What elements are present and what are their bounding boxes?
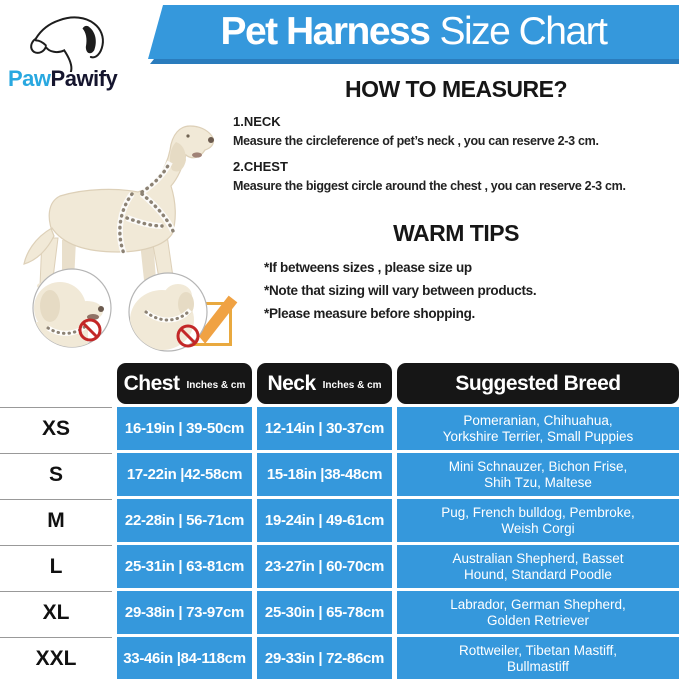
neck-cell-xs: 12-14in | 30-37cm [257, 407, 392, 450]
chest-cell-xxl: 33-46in |84-118cm [117, 637, 252, 679]
chest-header-units: Inches & cm [186, 380, 246, 391]
brand-name-prefix: Paw [8, 66, 51, 91]
brand-name-suffix: Pawify [50, 66, 118, 91]
neck-cell-l: 23-27in | 60-70cm [257, 545, 392, 588]
no-symbol-icon [78, 318, 102, 342]
warm-tips-section: WARM TIPS *If betweens sizes , please si… [233, 220, 679, 329]
warm-tip: *Note that sizing will vary between prod… [264, 283, 537, 298]
step-chest-label: 2.CHEST [233, 159, 288, 174]
size-label-l: L [0, 545, 112, 588]
breed-cell-l: Australian Shepherd, Basset Hound, Stand… [397, 545, 679, 588]
warm-tip: *If betweens sizes , please size up [264, 260, 472, 275]
neck-cell-m: 19-24in | 49-61cm [257, 499, 392, 542]
logo-dog-icon [30, 16, 104, 72]
step-chest-text: Measure the biggest circle around the ch… [233, 179, 626, 193]
size-label-s: S [0, 453, 112, 496]
page-title: Pet Harness Size Chart [220, 10, 608, 54]
step-neck-text: Measure the circleference of pet’s neck … [233, 134, 599, 148]
column-header-neck: Neck Inches & cm [257, 363, 392, 404]
table-corner-spacer [0, 363, 112, 404]
breed-cell-xs: Pomeranian, Chihuahua, Yorkshire Terrier… [397, 407, 679, 450]
size-chart-table: Chest Inches & cm Neck Inches & cm Sugge… [0, 363, 679, 679]
chest-header-label: Chest [123, 371, 180, 395]
breed-cell-xl: Labrador, German Shepherd, Golden Retrie… [397, 591, 679, 634]
breed-cell-m: Pug, French bulldog, Pembroke, Weish Cor… [397, 499, 679, 542]
chest-cell-xl: 29-38in | 73-97cm [117, 591, 252, 634]
page-title-bold: Pet Harness [220, 10, 430, 53]
chest-cell-l: 25-31in | 63-81cm [117, 545, 252, 588]
step-neck-label: 1.NECK [233, 114, 281, 129]
how-to-measure-title: HOW TO MEASURE? [344, 76, 568, 102]
chest-cell-xs: 16-19in | 39-50cm [117, 407, 252, 450]
breed-header-label: Suggested Breed [455, 371, 621, 395]
breed-cell-s: Mini Schnauzer, Bichon Frise, Shih Tzu, … [397, 453, 679, 496]
breed-cell-xxl: Rottweiler, Tibetan Mastiff, Bullmastiff [397, 637, 679, 679]
collar-wrong-inset-left [32, 268, 112, 348]
size-label-xs: XS [0, 407, 112, 450]
page-title-light: Size Chart [439, 10, 608, 53]
size-label-xl: XL [0, 591, 112, 634]
neck-cell-xl: 25-30in | 65-78cm [257, 591, 392, 634]
neck-cell-s: 15-18in |38-48cm [257, 453, 392, 496]
column-header-chest: Chest Inches & cm [117, 363, 252, 404]
no-symbol-icon [176, 324, 200, 348]
neck-cell-xxl: 29-33in | 72-86cm [257, 637, 392, 679]
neck-header-label: Neck [267, 371, 316, 395]
brand-logo: PawPawify [6, 0, 146, 96]
warm-tips-title: WARM TIPS [393, 220, 519, 246]
dog-with-harness-photo [23, 125, 215, 288]
warm-tip: *Please measure before shopping. [264, 306, 475, 321]
column-header-breed: Suggested Breed [397, 363, 679, 404]
title-banner: Pet Harness Size Chart [148, 5, 679, 59]
dog-illustration-area [0, 96, 238, 362]
size-label-m: M [0, 499, 112, 542]
how-to-measure-section: HOW TO MEASURE? 1.NECK Measure the circl… [233, 76, 679, 193]
brand-name: PawPawify [8, 66, 118, 92]
neck-header-units: Inches & cm [322, 380, 382, 391]
size-label-xxl: XXL [0, 637, 112, 679]
collar-wrong-inset-right [128, 272, 208, 352]
banner-shadow-strip [150, 59, 679, 64]
chest-cell-m: 22-28in | 56-71cm [117, 499, 252, 542]
chest-cell-s: 17-22in |42-58cm [117, 453, 252, 496]
